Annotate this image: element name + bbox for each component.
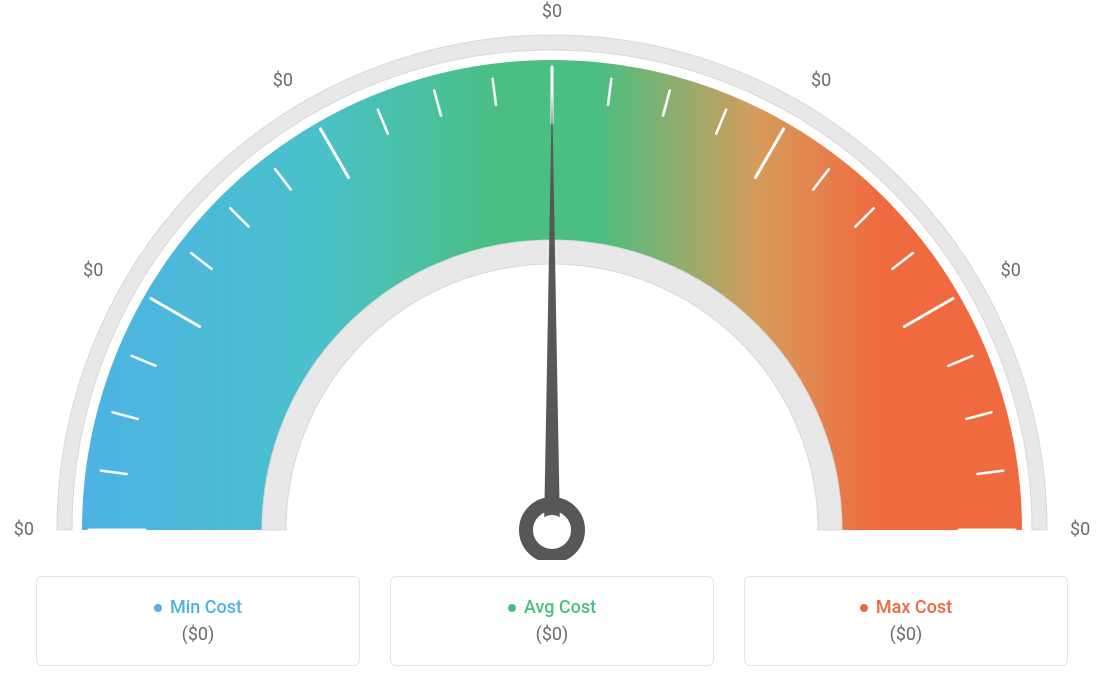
legend-card-max: Max Cost ($0): [744, 576, 1068, 666]
legend-value-min: ($0): [182, 624, 215, 645]
legend-row: Min Cost ($0) Avg Cost ($0) Max Cost ($0…: [0, 576, 1104, 666]
legend-dot-avg: [508, 604, 516, 612]
gauge-tick-label: $0: [1001, 260, 1021, 281]
legend-value-avg: ($0): [536, 624, 569, 645]
gauge-tick-label: $0: [542, 1, 562, 22]
legend-label-max: Max Cost: [876, 597, 952, 618]
legend-card-min: Min Cost ($0): [36, 576, 360, 666]
legend-card-avg: Avg Cost ($0): [390, 576, 714, 666]
legend-label-row: Max Cost: [860, 597, 952, 618]
gauge-tick-label: $0: [83, 260, 103, 281]
legend-label-row: Avg Cost: [508, 597, 596, 618]
gauge-needle-hub-hole: [537, 515, 567, 545]
cost-gauge-container: $0 $0 $0 $0 $0 $0 $0 Min Cost ($0) Avg Cost ($…: [0, 0, 1104, 690]
legend-value-max: ($0): [890, 624, 923, 645]
legend-label-row: Min Cost: [154, 597, 242, 618]
legend-dot-max: [860, 604, 868, 612]
gauge-tick-label: $0: [273, 70, 293, 91]
gauge-tick-label: $0: [14, 519, 34, 540]
gauge-tick-label: $0: [811, 70, 831, 91]
gauge-svg: $0 $0 $0 $0 $0 $0 $0: [0, 0, 1104, 560]
legend-dot-min: [154, 604, 162, 612]
legend-label-avg: Avg Cost: [524, 597, 596, 618]
gauge-chart: $0 $0 $0 $0 $0 $0 $0: [0, 0, 1104, 560]
legend-label-min: Min Cost: [170, 597, 242, 618]
gauge-tick-label: $0: [1070, 519, 1090, 540]
